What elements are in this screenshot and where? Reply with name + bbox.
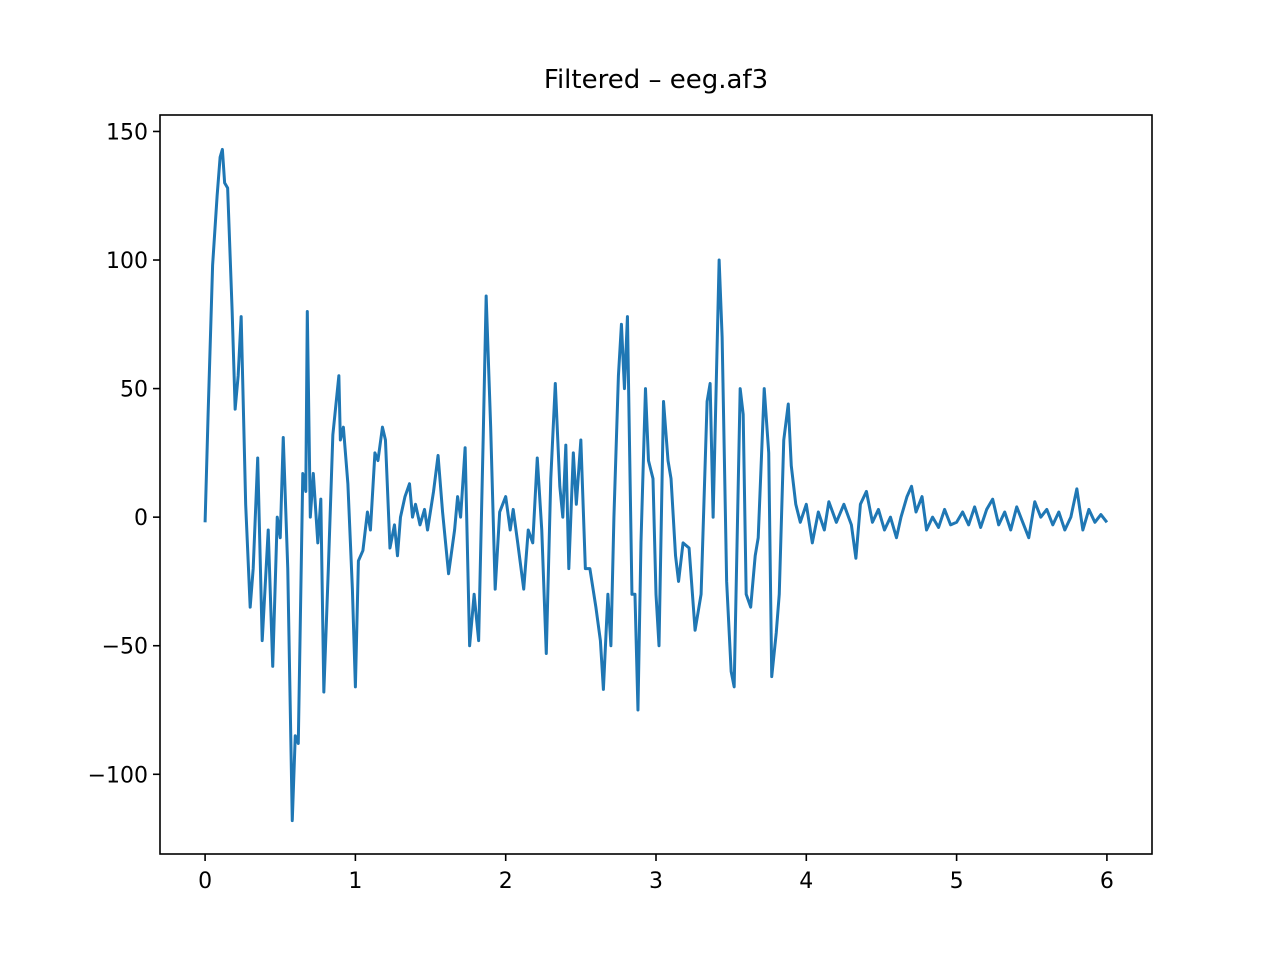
x-tick-label: 3 <box>649 869 663 894</box>
x-tick-label: 6 <box>1100 869 1114 894</box>
y-tick-label: 0 <box>134 506 148 531</box>
y-tick-label: −100 <box>88 763 148 788</box>
y-tick-label: −50 <box>102 635 148 660</box>
chart-title: Filtered – eeg.af3 <box>544 65 768 95</box>
x-tick-label: 2 <box>499 869 513 894</box>
y-tick-label: 100 <box>106 249 148 274</box>
data-line <box>203 147 1109 823</box>
x-tick-label: 5 <box>950 869 964 894</box>
x-tick-label: 0 <box>198 869 212 894</box>
y-tick-label: 50 <box>120 378 148 403</box>
x-tick-label: 4 <box>799 869 813 894</box>
plot-frame <box>159 114 1153 855</box>
y-tick-label: 150 <box>106 120 148 145</box>
x-tick-label: 1 <box>348 869 362 894</box>
